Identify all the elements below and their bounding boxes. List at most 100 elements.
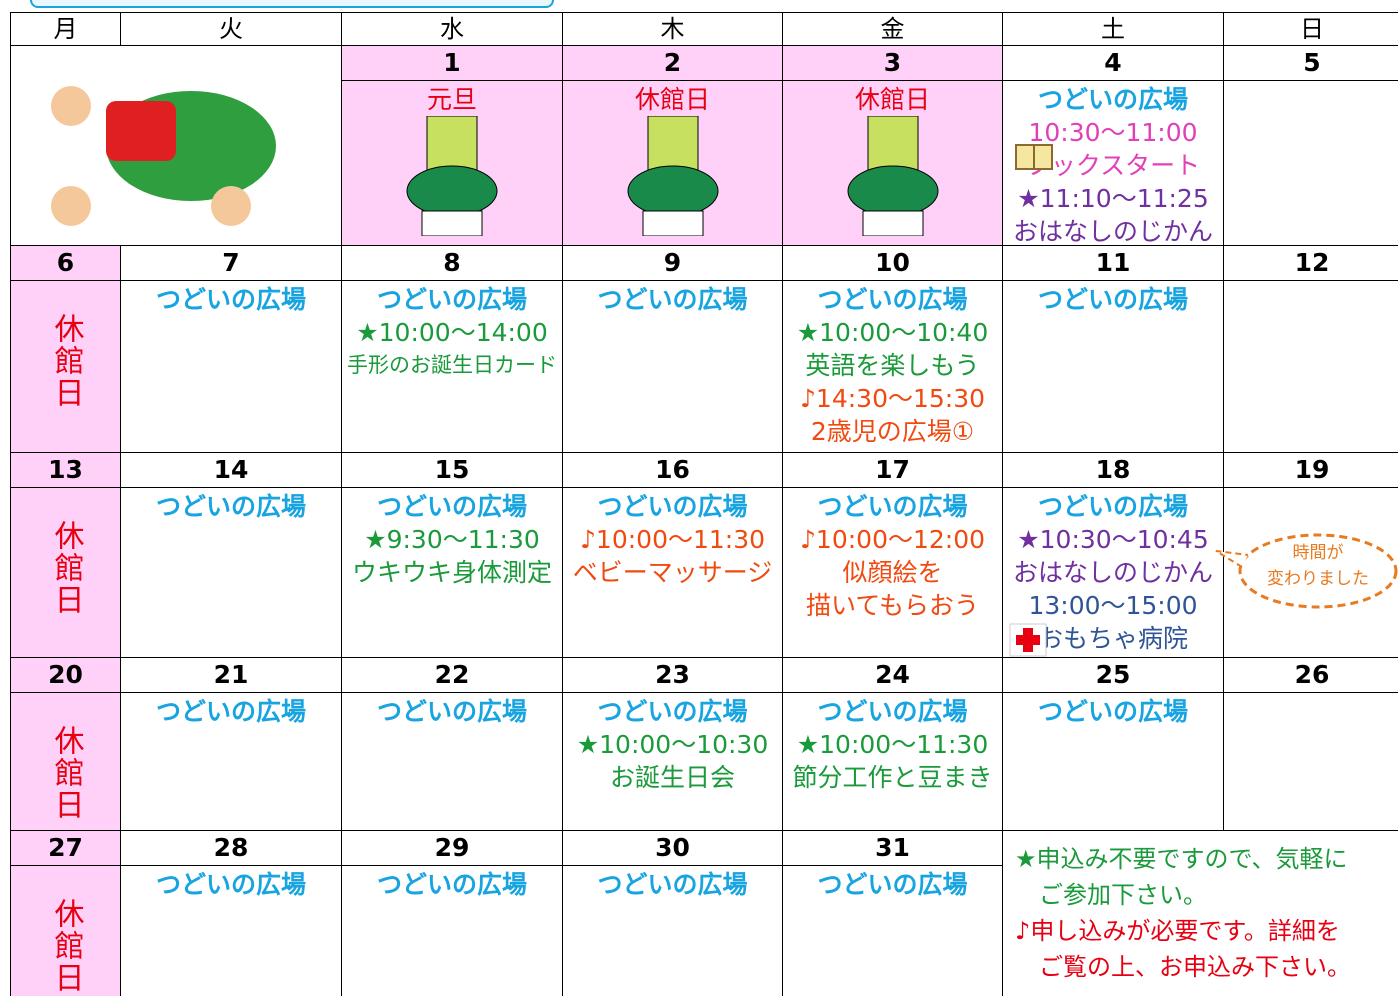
event-line: 10:30～11:00 (1028, 118, 1198, 147)
event-line: ♪10:00～11:30 (579, 525, 766, 554)
event-line: 似顔絵を (842, 558, 943, 587)
date-number: 3 (782, 45, 1003, 81)
event-line: ♪14:30～15:30 (799, 384, 986, 413)
date-number: 13 (10, 452, 121, 488)
top-bar (30, 0, 554, 8)
event-line: 元旦 (426, 85, 477, 114)
weekday-header: 火 (120, 12, 342, 46)
event-line: ★10:00～11:30 (796, 730, 989, 759)
day-cell: 休館日 (562, 80, 783, 246)
day-cell: 休館日 (782, 80, 1003, 246)
event-line: 13:00～15:00 (1028, 591, 1198, 620)
note: ★申込み不要ですので、気軽に ご参加下さい。 ♪申し込みが必要です。詳細を ご覧の上、… (1002, 830, 1398, 996)
event-line: ★9:30～11:30 (364, 525, 540, 554)
date-number: 7 (120, 245, 342, 281)
date-number: 16 (562, 452, 783, 488)
date-number: 15 (341, 452, 563, 488)
weekday-header: 金 (782, 12, 1003, 46)
day-cell: つどいの広場 ★9:30～11:30 ウキウキ身体測定 (341, 487, 563, 658)
event-line: おはなしのじかん (1012, 558, 1213, 587)
day-cell: つどいの広場 ♪10:00～11:30 ベビーマッサージ (562, 487, 783, 658)
event-line: おもちゃ病院 (1037, 624, 1188, 653)
date-number: 19 (1223, 452, 1398, 488)
event-line: ♪10:00～12:00 (799, 525, 986, 554)
weekday-header: 月 (10, 12, 121, 46)
note-line: ご参加下さい。 (1039, 881, 1207, 909)
weekday-header: 日 (1223, 12, 1398, 46)
event-line: 英語を楽しもう (805, 351, 980, 380)
weekday-header: 土 (1002, 12, 1224, 46)
note-line: ♪申し込みが必要です。詳細を (1015, 917, 1340, 945)
event-title: つどいの広場 (1037, 85, 1188, 114)
event-title: つどいの広場 (155, 492, 306, 521)
event-title: つどいの広場 (1037, 285, 1188, 314)
day-cell: つどいの広場 ★10:00～11:30 節分工作と豆まき (782, 692, 1003, 831)
event-title: つどいの広場 (376, 697, 527, 726)
day-cell: つどいの広場 ★10:00～14:00 手形のお誕生日カード (341, 280, 563, 453)
event-title: つどいの広場 (155, 870, 306, 899)
day-cell (1223, 80, 1398, 246)
event-title: つどいの広場 (817, 492, 968, 521)
day-cell: 休館日 (10, 865, 121, 996)
decoration (406, 116, 498, 236)
event-line: 休館日 (48, 898, 84, 994)
day-cell: つどいの広場 (120, 692, 342, 831)
event-title: つどいの広場 (376, 492, 527, 521)
day-cell: つどいの広場 (782, 865, 1003, 996)
day-cell: 休館日 (10, 487, 121, 658)
icons (1009, 144, 1053, 657)
event-line: おはなしのじかん (1012, 217, 1213, 246)
day-cell: つどいの広場 ♪10:00～12:00 似顔絵を描いてもらおう (782, 487, 1003, 658)
date-number: 31 (782, 830, 1003, 866)
date-number: 25 (1002, 657, 1224, 693)
day-cell: 休館日 (10, 280, 121, 453)
day-cell: 休館日 (10, 692, 121, 831)
decoration (627, 116, 718, 236)
weekday-header: 木 (562, 12, 783, 46)
day-cell: つどいの広場 (1002, 280, 1224, 453)
event-title: つどいの広場 (597, 492, 748, 521)
event-title: つどいの広場 (817, 697, 968, 726)
date-number: 20 (10, 657, 121, 693)
event-title: つどいの広場 (817, 285, 968, 314)
note-line: ★申込み不要ですので、気軽に (1015, 845, 1348, 873)
day-cell: つどいの広場 (120, 487, 342, 658)
day-cell (1223, 280, 1398, 453)
event-title: つどいの広場 (817, 870, 968, 899)
lion-dance-art (51, 86, 276, 226)
event-line: ★10:00～10:40 (796, 318, 989, 347)
day-cell: つどいの広場 (341, 692, 563, 831)
event-title: つどいの広場 (597, 285, 748, 314)
date-number: 29 (341, 830, 563, 866)
date-number: 17 (782, 452, 1003, 488)
decoration (847, 116, 938, 236)
date-number: 18 (1002, 452, 1224, 488)
event-line: 描いてもらおう (805, 591, 979, 620)
event-title: つどいの広場 (1037, 492, 1188, 521)
event-line: 休館日 (854, 85, 930, 114)
event-line: 休館日 (48, 313, 84, 409)
event-title: つどいの広場 (1037, 697, 1188, 726)
date-number: 21 (120, 657, 342, 693)
event-line: お誕生日会 (609, 763, 735, 792)
balloon-line: 時間が (1292, 543, 1344, 563)
balloon-line: 変わりました (1267, 569, 1369, 589)
date-number: 24 (782, 657, 1003, 693)
event-line: ベビーマッサージ (572, 558, 773, 587)
event-line: ブックスタート (1025, 151, 1201, 180)
date-number: 12 (1223, 245, 1398, 281)
date-number: 6 (10, 245, 121, 281)
date-number: 23 (562, 657, 783, 693)
balloon-text: 時間が 変わりました (1232, 540, 1398, 592)
event-title: つどいの広場 (376, 870, 527, 899)
date-number: 2 (562, 45, 783, 81)
event-line: ★10:00～10:30 (576, 730, 769, 759)
event-line: ★10:30～10:45 (1017, 525, 1209, 554)
date-number: 30 (562, 830, 783, 866)
illustration (10, 45, 342, 246)
event-line: ウキウキ身体測定 (351, 558, 552, 587)
day-cell: つどいの広場 (120, 280, 342, 453)
day-cell: つどいの広場 (341, 865, 563, 996)
event-line: 2歳児の広場① (810, 417, 975, 446)
